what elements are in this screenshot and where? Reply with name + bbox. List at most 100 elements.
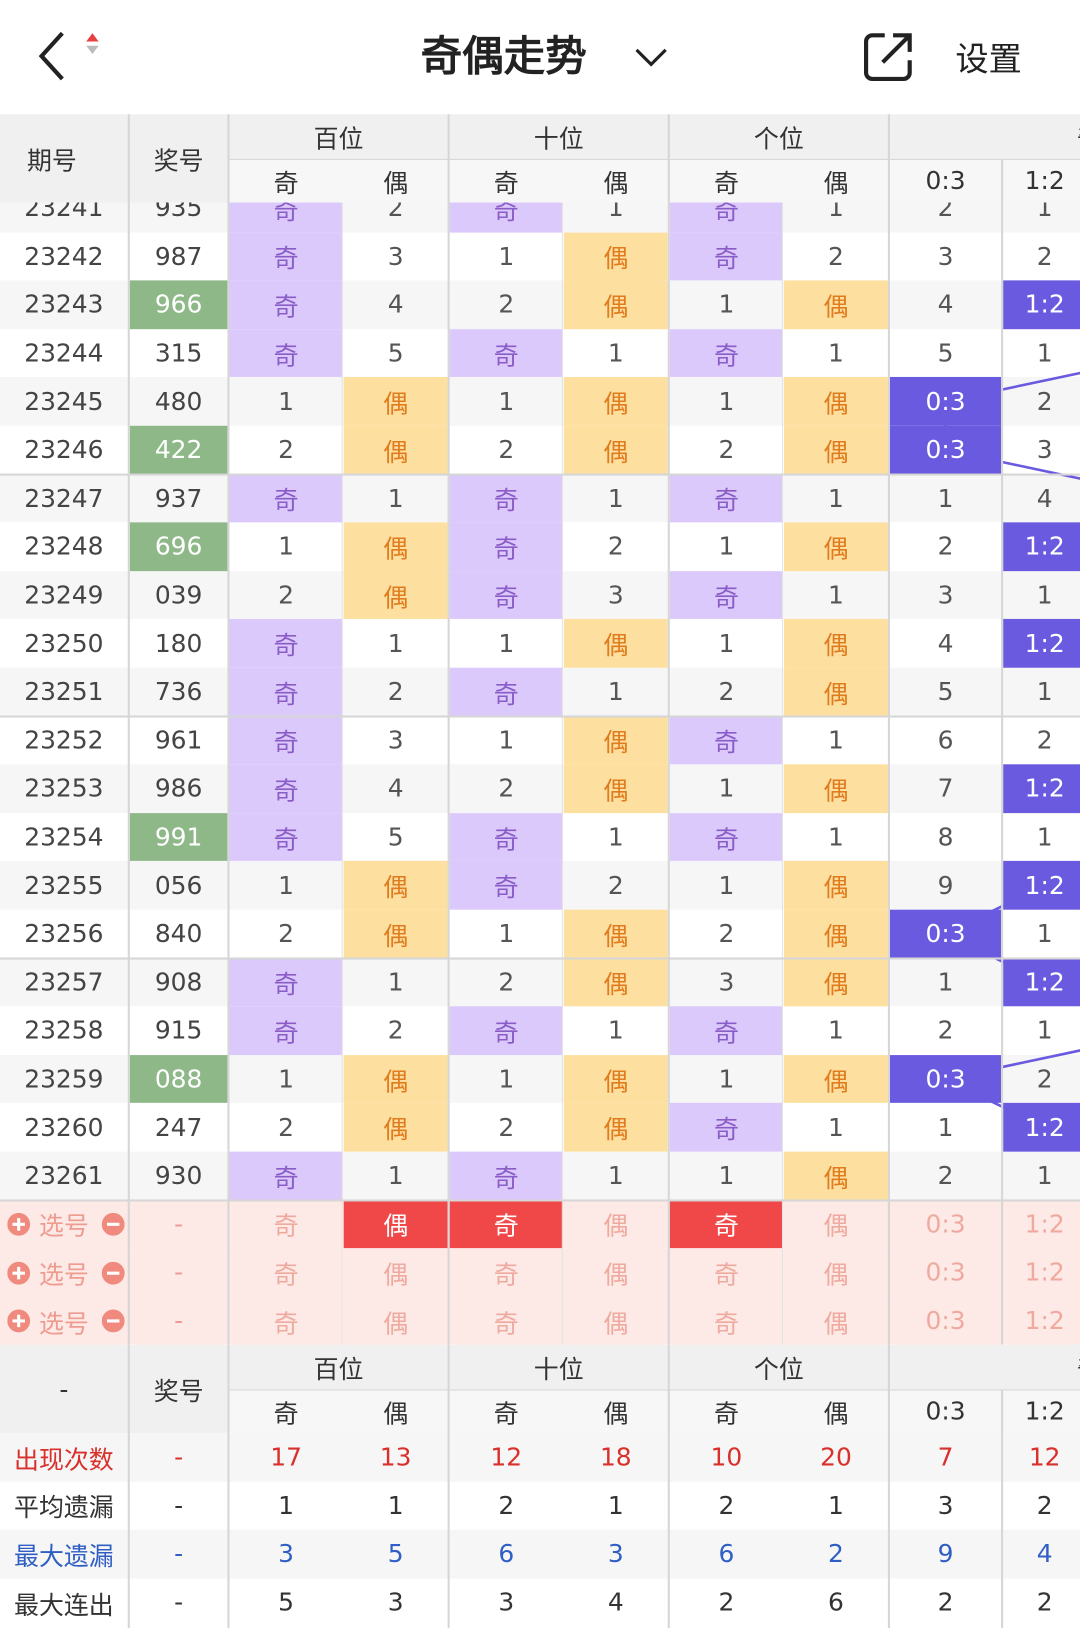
select-option[interactable]: 偶 bbox=[343, 1200, 448, 1249]
select-option[interactable]: 0:3 bbox=[925, 1306, 966, 1336]
divider bbox=[1001, 158, 1004, 203]
add-button[interactable] bbox=[7, 1261, 31, 1285]
remove-button[interactable] bbox=[101, 1261, 125, 1285]
divider bbox=[781, 202, 783, 1345]
page-title[interactable]: 奇偶走势 bbox=[420, 33, 587, 81]
remove-button[interactable] bbox=[101, 1212, 125, 1236]
cell: 1 bbox=[1036, 1161, 1053, 1191]
settings-button[interactable]: 设置 bbox=[955, 39, 1022, 79]
cell: 1 bbox=[278, 870, 295, 901]
period: 23247 bbox=[24, 483, 104, 513]
select-option[interactable]: 1:2 bbox=[1024, 1209, 1065, 1239]
sort-icon[interactable] bbox=[85, 31, 100, 56]
cell: 2 bbox=[718, 919, 735, 949]
group-header: 奇偶比 bbox=[890, 114, 1080, 159]
stat-value: 3 bbox=[387, 1587, 404, 1617]
table-footer: -奖号百位十位个位奇偶比奇偶奇偶奇偶0:31:2出现次数-17131218102… bbox=[0, 1344, 1080, 1629]
cell: 1 bbox=[718, 774, 735, 804]
divider bbox=[1001, 202, 1004, 1345]
select-option[interactable]: 奇 bbox=[273, 1212, 299, 1242]
select-option[interactable]: 偶 bbox=[383, 1260, 409, 1290]
cell: 1 bbox=[387, 483, 404, 513]
period: 23251 bbox=[24, 677, 104, 707]
cell: 奇 bbox=[449, 812, 563, 862]
select-option[interactable]: 1:2 bbox=[1024, 1306, 1065, 1336]
draw-number: 039 bbox=[154, 580, 203, 610]
stat-value: 12 bbox=[490, 1442, 523, 1472]
period: 23243 bbox=[24, 290, 104, 320]
select-label[interactable]: 选号 bbox=[38, 1260, 89, 1290]
period: 23258 bbox=[24, 1016, 104, 1046]
stat-value: 3 bbox=[607, 1539, 624, 1569]
select-option[interactable]: 偶 bbox=[823, 1309, 849, 1339]
select-option[interactable]: 奇 bbox=[493, 1309, 519, 1339]
divider bbox=[1001, 1433, 1004, 1629]
cell: 1 bbox=[937, 483, 954, 513]
select-option[interactable]: 偶 bbox=[603, 1309, 629, 1339]
select-option[interactable]: 奇 bbox=[713, 1309, 739, 1339]
add-button[interactable] bbox=[7, 1309, 31, 1333]
cell: 1:2 bbox=[1003, 764, 1080, 813]
select-option[interactable]: 偶 bbox=[383, 1309, 409, 1339]
cell: 0:3 bbox=[889, 909, 1002, 959]
stat-value: 2 bbox=[718, 1491, 735, 1521]
cell: 奇 bbox=[449, 667, 563, 717]
cell: 1 bbox=[828, 1016, 844, 1046]
select-option[interactable]: 0:3 bbox=[925, 1258, 966, 1288]
selection-bg bbox=[0, 1296, 1080, 1345]
period: 23257 bbox=[24, 967, 104, 997]
select-option[interactable]: 偶 bbox=[823, 1260, 849, 1290]
cell: 奇 bbox=[669, 812, 783, 862]
select-option[interactable]: 奇 bbox=[273, 1260, 299, 1290]
subcolumn-header: 偶 bbox=[383, 168, 409, 198]
column-header: - bbox=[59, 1374, 69, 1404]
select-number: - bbox=[174, 1209, 184, 1239]
cell: 偶 bbox=[784, 667, 888, 717]
select-option[interactable]: 偶 bbox=[823, 1212, 849, 1242]
cell: 奇 bbox=[669, 570, 783, 620]
select-option[interactable]: 奇 bbox=[669, 1200, 783, 1249]
cell: 1 bbox=[828, 725, 844, 755]
select-option[interactable]: 偶 bbox=[603, 1260, 629, 1290]
cell: 3 bbox=[607, 580, 624, 610]
back-button[interactable] bbox=[31, 29, 73, 83]
cell: 5 bbox=[937, 677, 954, 707]
select-option[interactable]: 奇 bbox=[493, 1260, 519, 1290]
select-label[interactable]: 选号 bbox=[38, 1212, 89, 1242]
select-option[interactable]: 偶 bbox=[603, 1212, 629, 1242]
cell: 2 bbox=[607, 532, 624, 562]
title-dropdown[interactable] bbox=[633, 46, 668, 69]
cell: 1 bbox=[498, 725, 515, 755]
cell: 奇 bbox=[449, 474, 563, 523]
cell: 1:2 bbox=[1003, 522, 1080, 571]
stat-value: 1 bbox=[278, 1491, 295, 1521]
cell: 偶 bbox=[563, 280, 668, 329]
remove-button[interactable] bbox=[101, 1309, 125, 1333]
stat-label: 最大遗漏 bbox=[14, 1542, 114, 1572]
cell: 1 bbox=[718, 532, 735, 562]
select-option[interactable]: 奇 bbox=[449, 1200, 563, 1249]
select-option[interactable]: 奇 bbox=[273, 1309, 299, 1339]
cell: 1 bbox=[607, 202, 624, 223]
share-button[interactable] bbox=[862, 29, 916, 83]
subcolumn-header: 奇 bbox=[713, 1399, 739, 1429]
select-option[interactable]: 0:3 bbox=[925, 1209, 966, 1239]
cell: 1 bbox=[718, 387, 735, 417]
cell: 1 bbox=[607, 1016, 624, 1046]
cell: 2 bbox=[718, 677, 735, 707]
draw-number: 736 bbox=[154, 677, 203, 707]
cell: 7 bbox=[937, 774, 954, 804]
subcolumn-header: 偶 bbox=[603, 168, 629, 198]
stat-value: 1 bbox=[607, 1491, 624, 1521]
draw-number: 422 bbox=[129, 425, 228, 475]
draw-number: 840 bbox=[154, 919, 203, 949]
add-button[interactable] bbox=[7, 1212, 31, 1236]
select-label[interactable]: 选号 bbox=[38, 1309, 89, 1339]
select-option[interactable]: 1:2 bbox=[1024, 1258, 1065, 1288]
draw-number: 908 bbox=[154, 967, 203, 997]
select-option[interactable]: 奇 bbox=[713, 1260, 739, 1290]
cell: 2 bbox=[498, 774, 515, 804]
cell: 5 bbox=[387, 338, 404, 368]
cell: 1 bbox=[718, 628, 735, 659]
cell: 2 bbox=[498, 435, 515, 465]
